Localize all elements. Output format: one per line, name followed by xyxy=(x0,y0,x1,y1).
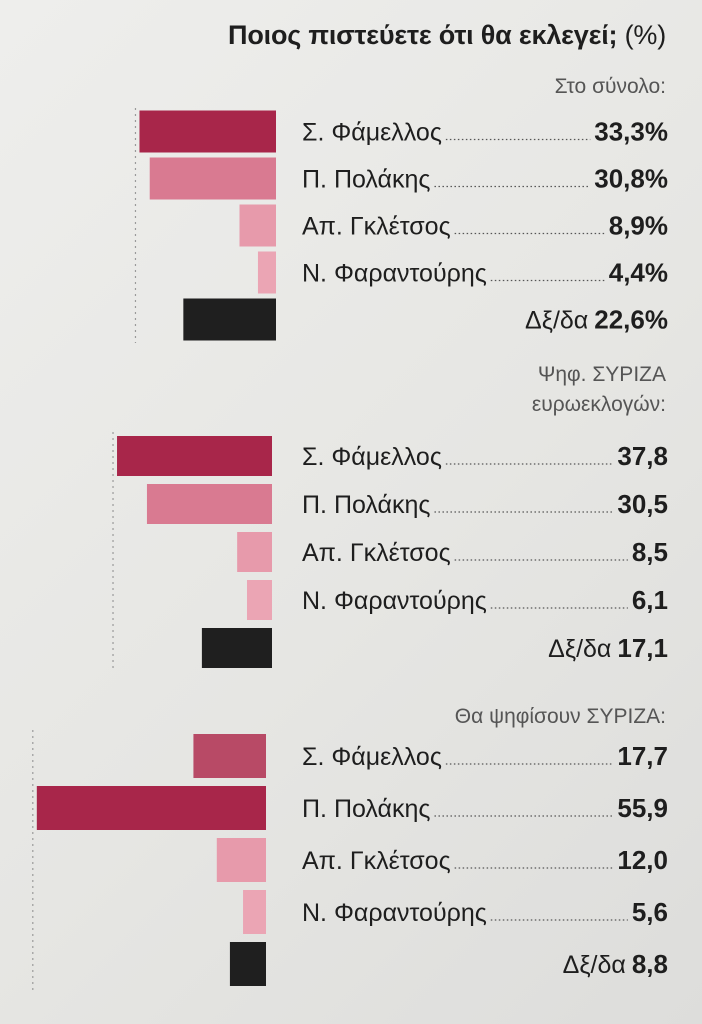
section-1-bar-1 xyxy=(139,110,276,153)
section-1-label-2: Π. Πολάκης xyxy=(302,166,430,194)
section-1-label-4: Ν. Φαραντούρης xyxy=(302,260,487,288)
section-1-value-1: 33,3% xyxy=(594,117,668,147)
section-3-value-3: 12,0 xyxy=(617,845,668,875)
section-2-bar-5 xyxy=(201,628,272,668)
section-3-value-1: 17,7 xyxy=(617,741,668,771)
section-3-bar-5 xyxy=(229,942,266,986)
section-1-label-5: Δξ/δα xyxy=(525,307,588,335)
section-1-subtitle: Στο σύνολο: xyxy=(555,72,666,102)
section-3-value-2: 55,9 xyxy=(617,793,668,823)
section-3-label-4: Ν. Φαραντούρης xyxy=(302,899,487,927)
section-3-subtitle: Θα ψηφίσουν ΣΥΡΙΖΑ: xyxy=(455,702,666,732)
title-text: Ποιος πιστεύετε ότι θα εκλεγεί; xyxy=(228,20,618,50)
section-2-label-5: Δξ/δα xyxy=(548,635,611,663)
section-2-value-4: 6,1 xyxy=(632,585,668,615)
section-3-label-3: Απ. Γκλέτσος xyxy=(302,847,451,875)
section-2-value-3: 8,5 xyxy=(632,537,668,567)
section-3-subtitle-line-1: Θα ψηφίσουν ΣΥΡΙΖΑ: xyxy=(454,705,666,728)
section-2-label-2: Π. Πολάκης xyxy=(302,491,430,519)
section-2-label-4: Ν. Φαραντούρης xyxy=(302,587,487,615)
section-3-bar-3 xyxy=(216,838,266,882)
section-3-label-2: Π. Πολάκης xyxy=(302,795,430,823)
section-1-label-3: Απ. Γκλέτσος xyxy=(302,213,451,241)
section-3-value-5: 8,8 xyxy=(632,949,668,979)
section-1-value-2: 30,8% xyxy=(594,164,668,194)
section-1-value-4: 4,4% xyxy=(609,258,668,288)
section-1-bar-4 xyxy=(257,251,276,294)
section-2-subtitle: Ψηφ. ΣΥΡΙΖΑ ευρωεκλογών: xyxy=(532,360,666,420)
section-1-value-3: 8,9% xyxy=(609,211,668,241)
section-3-label-1: Σ. Φάμελλος xyxy=(302,743,442,771)
section-1-value-5: 22,6% xyxy=(594,305,668,335)
section-3-value-4: 5,6 xyxy=(632,897,668,927)
section-2-bar-4 xyxy=(246,580,272,620)
section-1-label-1: Σ. Φάμελλος xyxy=(302,119,442,147)
section-2-label-1: Σ. Φάμελλος xyxy=(302,443,442,471)
section-1-bar-2 xyxy=(149,157,276,200)
section-2-value-5: 17,1 xyxy=(617,633,668,663)
section-2-value-1: 37,8 xyxy=(617,441,668,471)
section-3-label-5: Δξ/δα xyxy=(563,951,626,979)
section-1-bar-3 xyxy=(239,204,276,247)
section-3-bar-4 xyxy=(243,890,266,934)
section-1-bar-5 xyxy=(183,298,276,341)
section-2-bar-2 xyxy=(146,484,272,524)
section-2-bar-3 xyxy=(237,532,272,572)
title-unit: (%) xyxy=(624,20,667,50)
section-3-bar-2 xyxy=(36,786,267,830)
chart-title: Ποιος πιστεύετε ότι θα εκλεγεί; (%) xyxy=(228,20,666,51)
section-3-bar-1 xyxy=(193,734,266,778)
section-2-subtitle-line-2: ευρωεκλογών: xyxy=(531,393,666,416)
section-2-value-2: 30,5 xyxy=(617,489,668,519)
section-2-bar-1 xyxy=(117,436,273,476)
section-1-subtitle-line-1: Στο σύνολο: xyxy=(554,75,666,98)
section-2-label-3: Απ. Γκλέτσος xyxy=(302,539,451,567)
section-2-subtitle-line-1: Ψηφ. ΣΥΡΙΖΑ xyxy=(537,363,666,386)
